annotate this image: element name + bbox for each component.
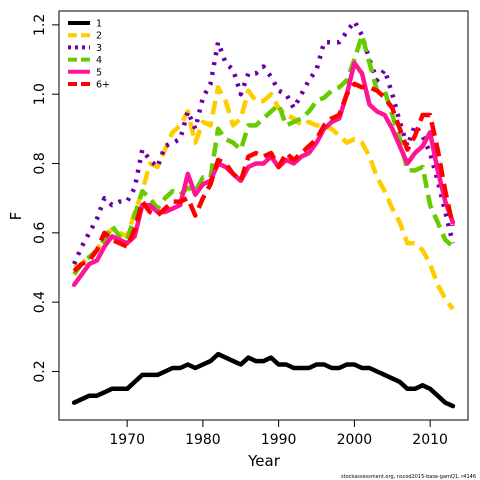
series-line-4	[72, 33, 455, 276]
y-tick-label: 0.2	[32, 360, 48, 382]
series-line-1	[71, 351, 456, 409]
series-line-3	[72, 19, 456, 265]
legend-label-4: 4	[96, 55, 102, 66]
x-tick-label: 1970	[109, 432, 145, 448]
x-tick-label: 1990	[261, 432, 297, 448]
legend-label-6: 6+	[96, 80, 110, 91]
series-line-6	[72, 81, 456, 273]
y-tick-label: 0.4	[32, 291, 48, 313]
y-axis-label: F	[7, 212, 25, 221]
x-tick-label: 2000	[337, 432, 373, 448]
y-axis: 0.2 0.4 0.6 0.8 1.0 1.2	[32, 14, 60, 383]
legend-label-2: 2	[96, 31, 102, 42]
legend-label-3: 3	[96, 43, 102, 54]
x-tick-label: 2010	[412, 432, 448, 448]
x-axis: 1970 1980 1990 2000 2010	[109, 419, 448, 448]
legend-label-1: 1	[96, 19, 102, 30]
y-tick-label: 1.0	[32, 83, 48, 105]
lines-layer	[71, 19, 456, 409]
y-tick-label: 1.2	[32, 14, 48, 36]
y-tick-label: 0.6	[32, 222, 48, 244]
x-axis-label: Year	[247, 452, 281, 470]
legend-label-5: 5	[96, 67, 102, 78]
series-line-5	[71, 60, 456, 288]
series-line-2	[73, 85, 455, 311]
x-tick-label: 1980	[185, 432, 221, 448]
y-tick-label: 0.8	[32, 152, 48, 174]
footer-text: stockassessment.org, nscod2015-base-gamQ…	[341, 474, 476, 480]
